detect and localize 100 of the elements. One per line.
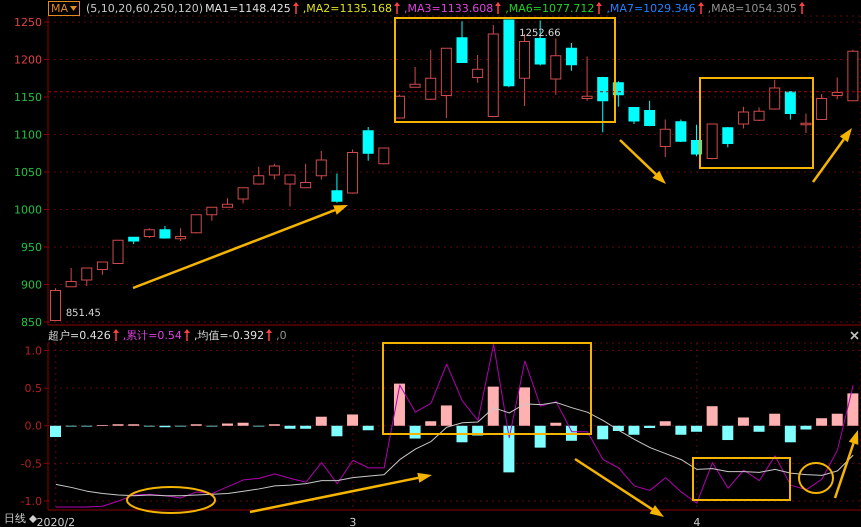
y-tick-label: 1200: [14, 54, 42, 66]
bar: [754, 426, 765, 432]
candlestick: [675, 119, 686, 142]
text: ,MA3=1133.608: [404, 2, 494, 14]
bar: [832, 414, 843, 426]
candlestick: [472, 54, 484, 84]
candlestick: [566, 42, 577, 72]
y-tick-label: 0.5: [24, 382, 42, 396]
x-tick-label: 3: [349, 516, 356, 527]
candlestick: [425, 49, 436, 100]
y-tick-label: 1250: [14, 16, 42, 29]
bar: [597, 426, 608, 440]
candlestick: [284, 174, 296, 207]
candlestick: [378, 148, 390, 165]
bar: [503, 426, 514, 472]
bar: [738, 417, 749, 426]
y-tick-label: 1050: [14, 166, 42, 179]
annotation: 851.45: [66, 308, 101, 319]
candlestick: [628, 107, 640, 124]
y-tick-label: 1.0: [24, 344, 42, 358]
bar: [316, 416, 327, 426]
bar: [347, 414, 358, 426]
candlestick: [175, 228, 186, 242]
y-tick-label: -0.5: [20, 457, 42, 470]
bar: [847, 393, 858, 426]
text: ,MA7=1029.346: [606, 2, 696, 14]
candlestick: [800, 113, 812, 134]
bar: [394, 384, 405, 426]
text: ,0: [276, 328, 287, 342]
candlestick: [331, 173, 342, 204]
bar: [628, 426, 640, 435]
y-tick-label: 1150: [14, 91, 42, 104]
candlestick: [206, 206, 218, 222]
candlestick: [144, 228, 155, 238]
bar: [644, 426, 656, 428]
text: ,MA6=1077.712: [505, 2, 594, 14]
candlestick: [660, 119, 671, 158]
candlestick: [784, 91, 796, 120]
text: ,MA8=1054.305: [708, 2, 797, 14]
text: MA1=1148.425: [205, 2, 291, 14]
bar: [550, 422, 562, 426]
candlestick: [159, 226, 170, 240]
candlestick: [816, 94, 828, 120]
bar: [534, 426, 546, 448]
candlestick: [66, 268, 77, 288]
text: MA: [51, 2, 68, 14]
text: 超户=0.426: [48, 328, 111, 342]
candlestick: [268, 163, 280, 180]
y-tick-label: -1.0: [20, 494, 42, 508]
candlestick: [832, 77, 843, 100]
line-series: [55, 402, 854, 496]
candlestick: [550, 38, 562, 96]
bar: [660, 421, 671, 426]
bar: [769, 414, 780, 426]
text: ,MA2=1135.168: [302, 2, 392, 14]
candlestick: [300, 163, 312, 188]
bar: [300, 426, 312, 429]
y-tick-label: 1000: [14, 204, 42, 216]
candlestick: [96, 262, 108, 276]
candlestick: [582, 56, 593, 102]
bar: [50, 426, 61, 438]
bar: [440, 405, 452, 426]
candlestick: [644, 100, 656, 127]
bar: [238, 422, 249, 426]
x-tick-label: 4: [693, 516, 700, 527]
x-tick-label: 2020/2: [36, 516, 76, 527]
bar: [488, 386, 499, 426]
bar: [706, 406, 718, 426]
bar: [816, 418, 828, 426]
candlestick: [316, 150, 327, 180]
candlestick: [362, 126, 374, 162]
candlestick: [190, 214, 202, 234]
bar: [362, 426, 374, 430]
candlestick: [754, 107, 765, 122]
y-tick-label: 1100: [14, 128, 42, 142]
bar: [800, 426, 812, 430]
y-tick-label: 950: [21, 241, 42, 254]
bar: [284, 426, 296, 429]
candlestick: [112, 240, 124, 264]
bar: [722, 426, 734, 440]
bar: [425, 421, 436, 426]
candlestick: [738, 106, 749, 129]
bar: [519, 387, 530, 426]
text: ,均值=-0.392: [194, 328, 264, 342]
candlestick: [81, 268, 92, 286]
y-tick-label: 900: [21, 278, 42, 292]
candlestick: [238, 187, 249, 204]
candlestick: [722, 126, 734, 148]
bar: [784, 426, 796, 442]
bar: [675, 426, 686, 435]
line-series: [55, 344, 854, 508]
bar: [691, 426, 702, 432]
bar: [331, 426, 342, 436]
candlestick: [769, 79, 780, 110]
candlestick: [410, 66, 421, 88]
candlestick: [253, 166, 264, 186]
text: ,累计=0.54: [122, 328, 182, 342]
y-tick-label: 850: [21, 316, 42, 329]
candlestick: [597, 76, 608, 133]
y-tick-label: 0.0: [24, 420, 42, 433]
